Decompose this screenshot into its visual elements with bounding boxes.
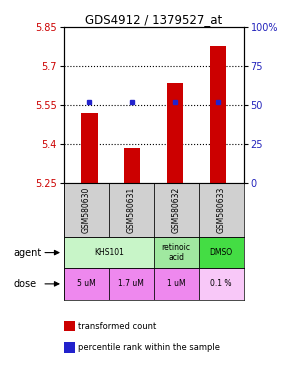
Bar	[210, 46, 226, 183]
Bar	[64, 237, 154, 268]
Bar	[124, 148, 140, 183]
Text: 1.7 uM: 1.7 uM	[118, 280, 144, 288]
Bar	[154, 183, 199, 237]
Bar	[199, 183, 244, 237]
Bar	[109, 268, 154, 300]
Bar	[64, 183, 109, 237]
Text: 5 uM: 5 uM	[77, 280, 96, 288]
Text: KHS101: KHS101	[94, 248, 124, 257]
Text: GSM580631: GSM580631	[127, 187, 136, 233]
Bar	[167, 83, 183, 183]
Text: GSM580633: GSM580633	[217, 187, 226, 233]
Bar	[199, 237, 244, 268]
Bar	[199, 268, 244, 300]
Bar	[154, 268, 199, 300]
Title: GDS4912 / 1379527_at: GDS4912 / 1379527_at	[85, 13, 222, 26]
Text: dose: dose	[13, 279, 37, 289]
Bar	[154, 237, 199, 268]
Bar	[81, 113, 98, 183]
Text: percentile rank within the sample: percentile rank within the sample	[78, 343, 220, 352]
Text: transformed count: transformed count	[78, 322, 157, 331]
Text: GSM580632: GSM580632	[172, 187, 181, 233]
Text: 0.1 %: 0.1 %	[210, 280, 232, 288]
Text: DMSO: DMSO	[210, 248, 233, 257]
Bar	[109, 183, 154, 237]
Text: agent: agent	[13, 248, 42, 258]
Text: retinoic
acid: retinoic acid	[162, 243, 191, 262]
Bar	[64, 268, 109, 300]
Text: GSM580630: GSM580630	[82, 187, 91, 233]
Text: 1 uM: 1 uM	[167, 280, 186, 288]
